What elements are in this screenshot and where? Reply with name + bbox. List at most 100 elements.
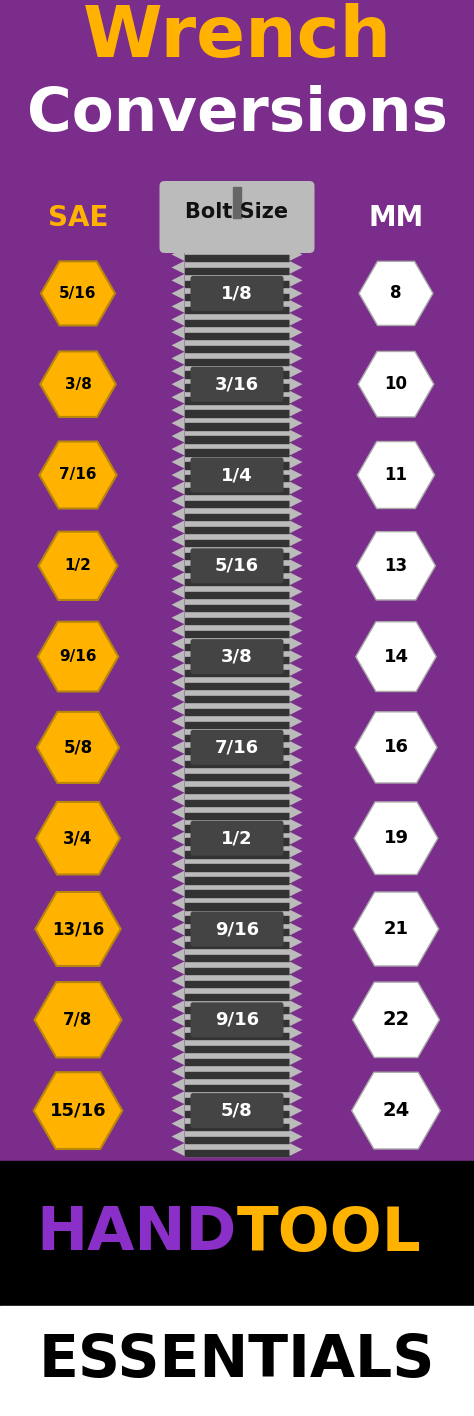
Polygon shape bbox=[290, 404, 302, 416]
Polygon shape bbox=[290, 612, 302, 624]
Text: 13: 13 bbox=[384, 556, 408, 575]
Polygon shape bbox=[172, 728, 184, 741]
Polygon shape bbox=[290, 456, 302, 469]
Bar bbox=[184, 800, 290, 806]
Text: 1/2: 1/2 bbox=[221, 830, 253, 847]
Polygon shape bbox=[290, 521, 302, 534]
Bar bbox=[184, 942, 290, 949]
Bar bbox=[184, 1137, 290, 1143]
FancyBboxPatch shape bbox=[191, 548, 283, 583]
Polygon shape bbox=[290, 585, 302, 598]
Bar bbox=[184, 1046, 290, 1052]
Bar bbox=[184, 1072, 290, 1078]
Polygon shape bbox=[172, 521, 184, 534]
Bar bbox=[0, 1306, 474, 1416]
Bar bbox=[184, 449, 290, 456]
Polygon shape bbox=[172, 767, 184, 780]
Bar bbox=[184, 657, 290, 663]
Bar bbox=[184, 592, 290, 598]
Polygon shape bbox=[172, 663, 184, 675]
Polygon shape bbox=[290, 728, 302, 741]
Bar bbox=[184, 489, 290, 494]
Polygon shape bbox=[356, 531, 436, 600]
Bar bbox=[184, 864, 290, 871]
Bar bbox=[184, 760, 290, 767]
Polygon shape bbox=[172, 1130, 184, 1143]
Polygon shape bbox=[290, 702, 302, 715]
Polygon shape bbox=[172, 443, 184, 456]
Polygon shape bbox=[356, 622, 436, 691]
Text: 7/8: 7/8 bbox=[64, 1011, 92, 1029]
Text: ESSENTIALS: ESSENTIALS bbox=[39, 1332, 435, 1389]
Polygon shape bbox=[38, 622, 118, 691]
Polygon shape bbox=[172, 949, 184, 961]
Polygon shape bbox=[290, 936, 302, 949]
Polygon shape bbox=[172, 961, 184, 974]
Text: 3/8: 3/8 bbox=[221, 647, 253, 666]
Polygon shape bbox=[172, 1052, 184, 1065]
Polygon shape bbox=[172, 338, 184, 351]
Bar bbox=[184, 929, 290, 936]
Bar bbox=[184, 1085, 290, 1092]
Polygon shape bbox=[290, 481, 302, 494]
Text: 19: 19 bbox=[383, 830, 409, 847]
FancyBboxPatch shape bbox=[191, 821, 283, 855]
Bar bbox=[184, 307, 290, 313]
Bar bbox=[184, 579, 290, 585]
Bar bbox=[184, 436, 290, 443]
Polygon shape bbox=[290, 313, 302, 326]
Polygon shape bbox=[290, 1117, 302, 1130]
Polygon shape bbox=[290, 922, 302, 936]
Polygon shape bbox=[290, 1052, 302, 1065]
Polygon shape bbox=[172, 1078, 184, 1092]
Bar bbox=[184, 851, 290, 858]
Polygon shape bbox=[172, 690, 184, 702]
FancyBboxPatch shape bbox=[159, 181, 315, 253]
Polygon shape bbox=[290, 273, 302, 287]
Polygon shape bbox=[172, 624, 184, 637]
Polygon shape bbox=[290, 1027, 302, 1039]
Text: 11: 11 bbox=[384, 466, 408, 484]
Text: 9/16: 9/16 bbox=[215, 920, 259, 937]
Bar bbox=[184, 994, 290, 1000]
Bar bbox=[184, 539, 290, 547]
Text: Conversions: Conversions bbox=[27, 85, 447, 144]
Text: 9/16: 9/16 bbox=[59, 649, 97, 664]
Polygon shape bbox=[353, 983, 439, 1058]
Polygon shape bbox=[290, 287, 302, 300]
Text: 5/8: 5/8 bbox=[221, 1102, 253, 1120]
Polygon shape bbox=[290, 261, 302, 273]
Bar bbox=[184, 280, 290, 287]
Polygon shape bbox=[37, 712, 119, 783]
Text: 24: 24 bbox=[383, 1102, 410, 1120]
Bar bbox=[184, 722, 290, 728]
Polygon shape bbox=[290, 858, 302, 871]
Polygon shape bbox=[290, 767, 302, 780]
Polygon shape bbox=[172, 858, 184, 871]
Bar bbox=[184, 670, 290, 675]
Polygon shape bbox=[290, 1039, 302, 1052]
Bar bbox=[184, 683, 290, 690]
Polygon shape bbox=[290, 949, 302, 961]
Bar bbox=[184, 514, 290, 521]
Polygon shape bbox=[39, 442, 117, 508]
Polygon shape bbox=[290, 378, 302, 391]
Text: 5/16: 5/16 bbox=[215, 556, 259, 575]
Polygon shape bbox=[172, 831, 184, 845]
Polygon shape bbox=[172, 365, 184, 378]
Polygon shape bbox=[172, 598, 184, 612]
Polygon shape bbox=[172, 507, 184, 521]
Text: 7/16: 7/16 bbox=[215, 738, 259, 756]
Polygon shape bbox=[290, 300, 302, 313]
Bar bbox=[184, 1059, 290, 1065]
Polygon shape bbox=[172, 715, 184, 728]
Bar bbox=[184, 462, 290, 469]
Polygon shape bbox=[290, 547, 302, 559]
Polygon shape bbox=[172, 469, 184, 481]
Bar bbox=[184, 398, 290, 404]
Polygon shape bbox=[172, 650, 184, 663]
Bar bbox=[184, 476, 290, 481]
Polygon shape bbox=[172, 326, 184, 338]
Bar bbox=[184, 566, 290, 572]
Text: 16: 16 bbox=[383, 738, 409, 756]
